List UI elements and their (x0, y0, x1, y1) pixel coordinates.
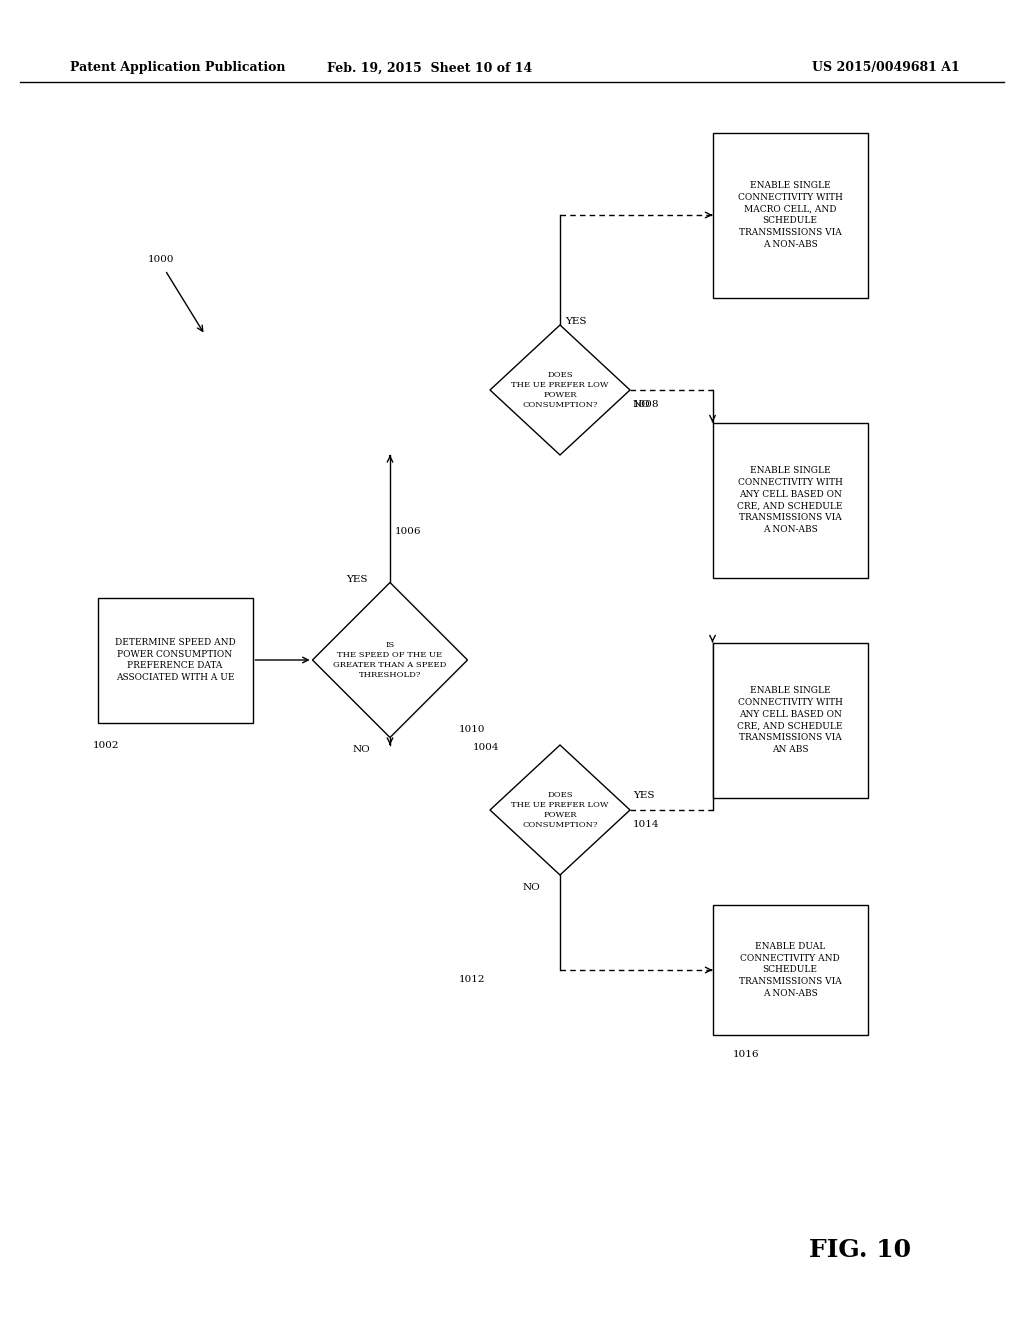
Text: ENABLE SINGLE
CONNECTIVITY WITH
ANY CELL BASED ON
CRE, AND SCHEDULE
TRANSMISSION: ENABLE SINGLE CONNECTIVITY WITH ANY CELL… (737, 686, 843, 754)
Text: 1012: 1012 (459, 975, 485, 983)
Text: DOES
THE UE PREFER LOW
POWER
CONSUMPTION?: DOES THE UE PREFER LOW POWER CONSUMPTION… (511, 791, 608, 829)
Text: 1010: 1010 (459, 725, 485, 734)
Text: 1014: 1014 (633, 820, 659, 829)
Text: NO: NO (633, 400, 650, 409)
Bar (713, 906, 867, 1035)
Text: 1006: 1006 (395, 528, 422, 536)
Text: YES: YES (565, 317, 587, 326)
Text: YES: YES (633, 791, 654, 800)
Text: 1016: 1016 (732, 1049, 759, 1059)
Text: Patent Application Publication: Patent Application Publication (70, 62, 286, 74)
Polygon shape (490, 744, 630, 875)
Bar (713, 643, 867, 797)
Text: NO: NO (522, 883, 540, 892)
Text: DETERMINE SPEED AND
POWER CONSUMPTION
PREFERENCE DATA
ASSOCIATED WITH A UE: DETERMINE SPEED AND POWER CONSUMPTION PR… (115, 638, 236, 682)
Text: ENABLE DUAL
CONNECTIVITY AND
SCHEDULE
TRANSMISSIONS VIA
A NON-ABS: ENABLE DUAL CONNECTIVITY AND SCHEDULE TR… (738, 942, 842, 998)
Text: 1004: 1004 (472, 742, 499, 751)
Text: ENABLE SINGLE
CONNECTIVITY WITH
MACRO CELL, AND
SCHEDULE
TRANSMISSIONS VIA
A NON: ENABLE SINGLE CONNECTIVITY WITH MACRO CE… (737, 181, 843, 249)
Text: 1008: 1008 (633, 400, 659, 409)
Bar (713, 422, 867, 578)
Bar (713, 132, 867, 297)
Text: Feb. 19, 2015  Sheet 10 of 14: Feb. 19, 2015 Sheet 10 of 14 (328, 62, 532, 74)
Text: 1000: 1000 (148, 255, 174, 264)
Text: 1002: 1002 (92, 741, 119, 750)
Text: FIG. 10: FIG. 10 (809, 1238, 911, 1262)
Polygon shape (312, 582, 468, 738)
Text: IS
THE SPEED OF THE UE
GREATER THAN A SPEED
THRESHOLD?: IS THE SPEED OF THE UE GREATER THAN A SP… (334, 642, 446, 678)
Text: YES: YES (346, 574, 368, 583)
Text: ENABLE SINGLE
CONNECTIVITY WITH
ANY CELL BASED ON
CRE, AND SCHEDULE
TRANSMISSION: ENABLE SINGLE CONNECTIVITY WITH ANY CELL… (737, 466, 843, 535)
Text: DOES
THE UE PREFER LOW
POWER
CONSUMPTION?: DOES THE UE PREFER LOW POWER CONSUMPTION… (511, 371, 608, 409)
Text: NO: NO (352, 746, 370, 755)
Text: US 2015/0049681 A1: US 2015/0049681 A1 (812, 62, 961, 74)
Polygon shape (490, 325, 630, 455)
Bar (97, 598, 253, 722)
